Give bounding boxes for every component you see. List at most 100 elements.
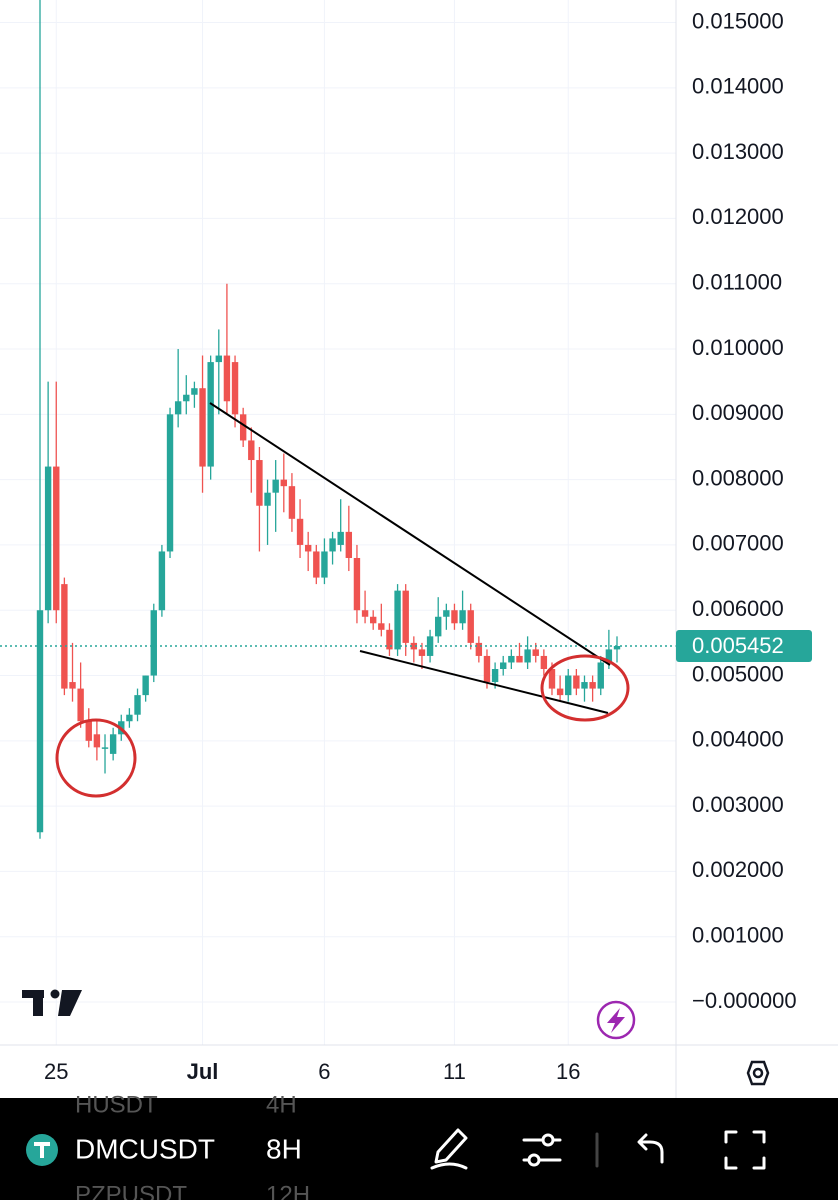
candle-body xyxy=(215,355,222,363)
candle-body xyxy=(256,460,263,506)
candle-body xyxy=(321,551,328,578)
candle-body xyxy=(345,531,353,558)
settings-button[interactable] xyxy=(746,1060,770,1086)
x-tick-label: 6 xyxy=(318,1059,330,1084)
y-tick-label: 0.008000 xyxy=(692,465,784,490)
candle-body xyxy=(548,669,556,689)
candle-body xyxy=(223,355,231,402)
last-price-tag xyxy=(676,630,812,663)
x-tick-label: Jul xyxy=(187,1059,219,1084)
axes: 0.015000 0.014000 0.013000 0.012000 0.011000… xyxy=(44,8,812,1084)
candle-body xyxy=(101,747,109,749)
next-symbol: PZPUSDT xyxy=(75,1181,187,1200)
candle-body xyxy=(467,610,474,643)
candle-body xyxy=(573,675,580,689)
candle-body xyxy=(126,714,133,722)
candle-body xyxy=(239,414,247,441)
last-price-label: 0.005452 xyxy=(692,633,784,658)
next-interval: 12H xyxy=(266,1181,310,1200)
lightning-button[interactable] xyxy=(596,1000,636,1040)
y-tick-label: 0.013000 xyxy=(692,139,784,164)
toolbar xyxy=(0,1098,838,1200)
candle-body xyxy=(410,642,418,650)
prev-symbol: HUSDT xyxy=(75,1091,158,1118)
x-tick-label: 25 xyxy=(44,1059,68,1084)
candle-body xyxy=(524,649,531,663)
candle-body xyxy=(378,623,385,630)
interval[interactable]: 8H xyxy=(266,1133,302,1164)
candle-body xyxy=(313,551,320,578)
candle-body xyxy=(491,669,499,683)
candle-body xyxy=(581,682,588,689)
candle-body xyxy=(53,466,60,611)
candle-body xyxy=(402,590,409,643)
candle-body xyxy=(540,655,548,670)
prev-interval: 4H xyxy=(266,1091,297,1118)
x-tick-label: 16 xyxy=(556,1059,580,1084)
candle-body xyxy=(565,675,572,696)
candle-body xyxy=(483,655,491,683)
candle-body xyxy=(199,388,206,467)
candle-body xyxy=(337,531,344,545)
candle-body xyxy=(435,616,442,637)
candle-body xyxy=(556,688,564,696)
y-tick-label: 0.005000 xyxy=(692,661,784,686)
y-tick-label: −0.000000 xyxy=(692,988,797,1013)
symbol-icon xyxy=(26,1134,58,1166)
candle-body xyxy=(296,518,304,545)
candle-body xyxy=(166,414,174,552)
candle-body xyxy=(353,557,361,611)
y-tick-label: 0.014000 xyxy=(692,74,784,99)
plot xyxy=(0,0,676,839)
candle-body xyxy=(589,682,596,689)
candle-body xyxy=(272,479,279,493)
candle-body xyxy=(329,538,336,552)
trend-line xyxy=(359,650,609,714)
candle-body xyxy=(264,492,271,506)
candle-body xyxy=(443,610,450,617)
candle-body xyxy=(605,649,613,663)
candle-body xyxy=(207,362,214,467)
undo-button[interactable] xyxy=(637,1133,664,1164)
y-tick-label: 0.006000 xyxy=(692,596,784,621)
circle-annotation xyxy=(540,654,630,722)
y-tick-label: 0.001000 xyxy=(692,923,784,948)
candle-body xyxy=(280,479,288,487)
candle-body xyxy=(475,642,483,656)
candle-body xyxy=(142,675,149,696)
candle-body xyxy=(158,551,166,611)
y-tick-label: 0.003000 xyxy=(692,792,784,817)
candle-body xyxy=(248,440,255,461)
drawings xyxy=(55,402,630,798)
symbol[interactable]: DMCUSDT xyxy=(75,1133,215,1164)
y-tick-label: 0.004000 xyxy=(692,727,784,752)
candle-body xyxy=(36,610,44,833)
draw-button[interactable] xyxy=(430,1128,468,1170)
candle-body xyxy=(516,655,523,663)
candle-body xyxy=(459,610,466,624)
candle-body xyxy=(191,388,198,395)
candle-body xyxy=(231,362,239,415)
y-tick-label: 0.007000 xyxy=(692,531,784,556)
candle-body xyxy=(386,629,393,650)
candle-body xyxy=(508,655,515,663)
candle-body xyxy=(369,616,377,624)
y-tick-label: 0.011000 xyxy=(692,270,782,295)
candle-body xyxy=(394,590,401,650)
candle-body xyxy=(361,610,369,617)
trend-line xyxy=(209,402,611,666)
y-tick-label: 0.009000 xyxy=(692,400,784,425)
candle-body xyxy=(613,646,621,650)
y-tick-label: 0.002000 xyxy=(692,857,784,882)
fullscreen-button[interactable] xyxy=(724,1130,766,1170)
candle-body xyxy=(109,734,117,754)
candle-body xyxy=(532,649,539,656)
indicators-button[interactable] xyxy=(522,1133,562,1167)
candle-body xyxy=(500,662,507,670)
y-tick-label: 0.015000 xyxy=(692,8,784,33)
candle-body xyxy=(174,401,182,415)
x-tick-label: 11 xyxy=(443,1059,466,1084)
y-tick-label: 0.012000 xyxy=(692,204,784,229)
grid xyxy=(0,0,676,1045)
